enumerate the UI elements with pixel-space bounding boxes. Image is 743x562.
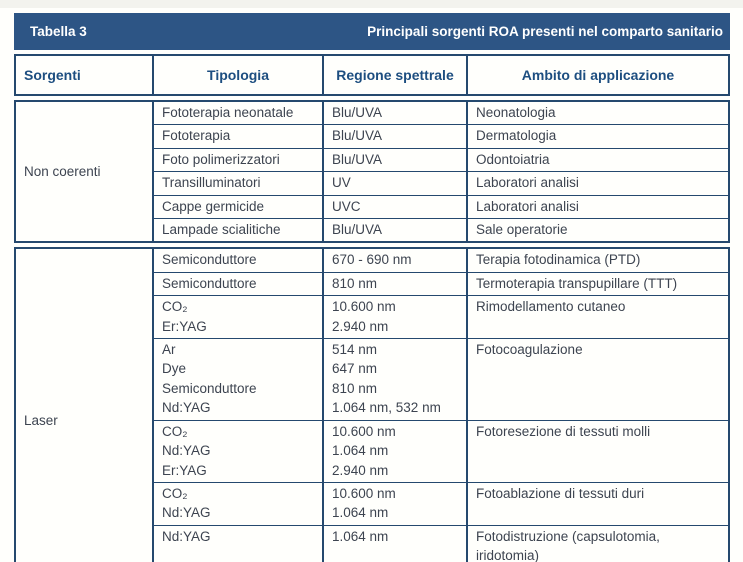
column-header-ambito: Ambito di applicazione [521, 67, 675, 83]
cell-ambito: Fotodistruzione (capsulotomia, iridotomi… [476, 528, 660, 562]
table-row: Transilluminatori UV Laboratori analisi [154, 172, 728, 196]
cell-regione: Blu/UVA [324, 102, 468, 125]
cell-ambito: Termoterapia transpupillare (TTT) [476, 275, 678, 291]
table-number: Tabella 3 [30, 24, 87, 39]
cell-ambito: Terapia fotodinamica (PTD) [476, 252, 641, 268]
cell-ambito: Laboratori analisi [476, 198, 579, 214]
page-top-strip [0, 0, 743, 8]
cell-regione: 514 nm 647 nm 810 nm 1.064 nm, 532 nm [324, 339, 468, 420]
section-rows: Fototerapia neonatale Blu/UVA Neonatologia… [154, 102, 728, 242]
sorgente-label: Non coerenti [16, 102, 154, 242]
cell-tipologia: CO₂ Er:YAG [154, 296, 324, 339]
cell-ambito: Sale operatorie [476, 222, 568, 238]
table-row: Semiconduttore 670 - 690 nm Terapia fotodi… [154, 249, 728, 273]
table-row: Foto polimerizzatori Blu/UVA Odontoiatria [154, 148, 728, 173]
section-rows: Semiconduttore 670 - 690 nm Terapia fotodi… [154, 249, 728, 562]
cell-regione: Blu/UVA [324, 148, 468, 172]
cell-ambito: Rimodellamento cutaneo [476, 299, 626, 315]
table-row: CO₂ Er:YAG 10.600 nm 2.940 nm Rimodellamen… [154, 296, 728, 340]
table-row: Ar Dye Semiconduttore Nd:YAG 514 nm 647 n… [154, 339, 728, 421]
sorgente-label: Laser [16, 249, 154, 562]
table-row: CO₂ Nd:YAG 10.600 nm 1.064 nm Fotoablazion… [154, 482, 728, 526]
table-title: Principali sorgenti ROA presenti nel com… [367, 24, 723, 39]
cell-tipologia: Fototerapia [154, 125, 324, 148]
cell-tipologia: CO₂ Nd:YAG Er:YAG [154, 420, 324, 482]
cell-regione: 10.600 nm 1.064 nm [324, 482, 468, 525]
cell-tipologia: Semiconduttore [154, 249, 324, 272]
column-header-regione-spettrale: Regione spettrale [324, 56, 468, 94]
cell-ambito: Neonatologia [476, 105, 556, 120]
cell-tipologia: Fototerapia neonatale [154, 102, 324, 125]
cell-regione: 10.600 nm 1.064 nm 2.940 nm [324, 420, 468, 482]
cell-ambito: Fotoresezione di tessuti molli [476, 423, 651, 439]
cell-regione: UV [324, 172, 468, 195]
cell-ambito: Fotocoagulazione [476, 342, 583, 358]
cell-regione: 10.600 nm 2.940 nm [324, 296, 468, 339]
cell-ambito: Odontoiatria [476, 151, 550, 167]
cell-regione: UVC [324, 195, 468, 219]
table-row: Lampade scialitiche Blu/UVA Sale operatori… [154, 219, 728, 242]
cell-regione: Blu/UVA [324, 219, 468, 242]
cell-regione: Blu/UVA [324, 125, 468, 148]
cell-tipologia: Ar Dye Semiconduttore Nd:YAG [154, 339, 324, 420]
section-laser: Laser Semiconduttore 670 - 690 nm Terapia f… [14, 247, 730, 562]
table-row: Fototerapia Blu/UVA Dermatologia [154, 125, 728, 149]
table-body: Non coerenti Fototerapia neonatale Blu/UVA… [14, 100, 730, 562]
column-header-row: Sorgenti Tipologia Regione spettrale Amb… [14, 54, 730, 96]
cell-regione: 810 nm [324, 272, 468, 296]
cell-ambito: Fotoablazione di tessuti duri [476, 485, 645, 501]
table-row: Semiconduttore 810 nm Termoterapia transpu… [154, 272, 728, 297]
cell-tipologia: Transilluminatori [154, 172, 324, 195]
cell-ambito: Laboratori analisi [476, 175, 579, 191]
table-row: CO₂ Nd:YAG Er:YAG 10.600 nm 1.064 nm 2.94… [154, 420, 728, 483]
cell-ambito: Dermatologia [476, 128, 557, 144]
table-title-bar: Tabella 3 Principali sorgenti ROA presen… [14, 13, 730, 50]
table-row: Fototerapia neonatale Blu/UVA Neonatologia [154, 102, 728, 126]
cell-regione: 1.064 nm [324, 525, 468, 562]
cell-regione: 670 - 690 nm [324, 249, 468, 272]
column-header-tipologia: Tipologia [154, 56, 324, 94]
column-header-sorgenti: Sorgenti [16, 56, 154, 94]
cell-tipologia: Cappe germicide [154, 195, 324, 219]
section-non-coerenti: Non coerenti Fototerapia neonatale Blu/UVA… [14, 100, 730, 244]
cell-tipologia: Nd:YAG [154, 525, 324, 562]
table-row: Nd:YAG 1.064 nm Fotodistruzione (capsuloto… [154, 525, 728, 562]
roa-sources-table: Tabella 3 Principali sorgenti ROA presen… [14, 13, 730, 562]
table-row: Cappe germicide UVC Laboratori analisi [154, 195, 728, 220]
cell-tipologia: CO₂ Nd:YAG [154, 482, 324, 525]
cell-tipologia: Lampade scialitiche [154, 219, 324, 242]
cell-tipologia: Foto polimerizzatori [154, 148, 324, 172]
cell-tipologia: Semiconduttore [154, 272, 324, 296]
